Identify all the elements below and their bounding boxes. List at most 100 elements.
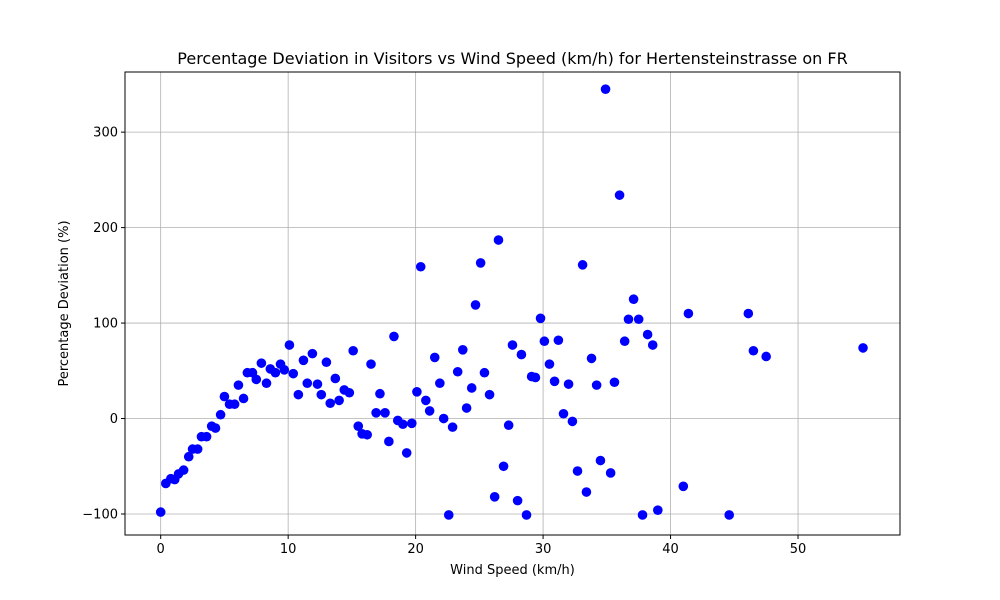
scatter-point [457, 345, 468, 355]
x-tick-label: 20 [407, 542, 424, 557]
scatter-point [609, 377, 620, 388]
scatter-point [683, 308, 694, 319]
scatter-point [577, 260, 588, 270]
scatter-point [348, 345, 358, 356]
scatter-point [591, 380, 602, 390]
scatter-point [219, 391, 230, 402]
scatter-point [334, 395, 344, 406]
grid-lines [125, 72, 900, 535]
y-tick-label: −100 [82, 507, 118, 522]
scatter-point [201, 431, 212, 442]
scatter-point [407, 418, 417, 429]
scatter-point [288, 368, 299, 379]
scatter-point [438, 413, 449, 424]
scatter-point [549, 376, 560, 387]
scatter-point [637, 510, 648, 520]
scatter-point [251, 374, 262, 385]
scatter-point [535, 313, 546, 324]
scatter-point [489, 492, 500, 502]
x-tick-label: 50 [790, 542, 807, 557]
scatter-point [229, 399, 240, 410]
scatter-point [595, 455, 606, 466]
scatter-point [553, 335, 564, 346]
scatter-point [215, 409, 226, 420]
scatter-point [493, 235, 504, 245]
scatter-point [415, 261, 426, 272]
scatter-point [479, 367, 490, 378]
scatter-point [521, 510, 532, 520]
scatter-point [748, 345, 759, 356]
scatter-point [284, 340, 295, 350]
y-tick-label: 100 [93, 317, 118, 332]
scatter-point [178, 465, 189, 475]
scatter-point [498, 461, 509, 472]
scatter-point [633, 314, 644, 325]
scatter-point [398, 419, 408, 430]
scatter-point [371, 408, 381, 418]
scatter-point [563, 379, 574, 389]
scatter-point [279, 365, 290, 375]
scatter-point [452, 366, 463, 377]
scatter-point [475, 258, 486, 268]
scatter-point [238, 393, 249, 404]
scatter-point [544, 359, 555, 369]
scatter-point [429, 352, 440, 363]
scatter-point [192, 444, 203, 454]
scatter-point [233, 380, 244, 390]
scatter-point [461, 403, 472, 413]
y-tick-label: 0 [110, 412, 118, 427]
data-points [155, 84, 868, 520]
scatter-point [256, 358, 267, 368]
scatter-point [362, 429, 372, 440]
scatter-point [380, 408, 390, 418]
scatter-point [389, 331, 399, 342]
scatter-point [614, 190, 625, 200]
y-tick-label: 200 [93, 221, 118, 236]
scatter-point [600, 84, 611, 94]
scatter-point [183, 451, 194, 462]
axis-ticks: 0 10 20 30 40 50 −100 0 100 200 300 [82, 126, 806, 557]
scatter-point [261, 378, 272, 389]
scatter-point [647, 340, 658, 350]
scatter-point [312, 379, 323, 389]
scatter-point [421, 395, 431, 406]
x-tick-label: 40 [662, 542, 679, 557]
x-tick-label: 0 [157, 542, 165, 557]
scatter-point [302, 378, 313, 389]
scatter-point [375, 388, 385, 399]
scatter-point [572, 466, 583, 476]
scatter-point [401, 448, 412, 458]
scatter-point [321, 357, 332, 368]
scatter-point [298, 355, 309, 366]
scatter-point [466, 383, 477, 393]
scatter-point [293, 389, 304, 400]
scatter-point [586, 353, 597, 364]
scatter-point [761, 351, 771, 362]
scatter-point [424, 406, 435, 416]
scatter-point [558, 408, 569, 419]
scatter-point [678, 481, 689, 492]
scatter-point [512, 495, 523, 506]
scatter-point [435, 378, 445, 389]
scatter-point [581, 487, 592, 497]
scatter-point [724, 510, 734, 520]
x-tick-label: 30 [535, 542, 552, 557]
scatter-point [210, 423, 221, 433]
plot-area-frame [124, 71, 901, 536]
scatter-point [567, 416, 578, 427]
scatter-point [412, 387, 422, 397]
scatter-point [270, 367, 281, 378]
scatter-point [443, 510, 454, 520]
scatter-point [516, 349, 527, 360]
scatter-point [507, 340, 518, 350]
scatter-point [539, 336, 550, 347]
scatter-point [384, 436, 394, 447]
scatter-point [484, 389, 495, 400]
x-tick-label: 10 [280, 542, 297, 557]
scatter-point [366, 359, 376, 369]
scatter-point [623, 314, 634, 325]
scatter-point [470, 300, 481, 310]
scatter-point [530, 372, 541, 383]
